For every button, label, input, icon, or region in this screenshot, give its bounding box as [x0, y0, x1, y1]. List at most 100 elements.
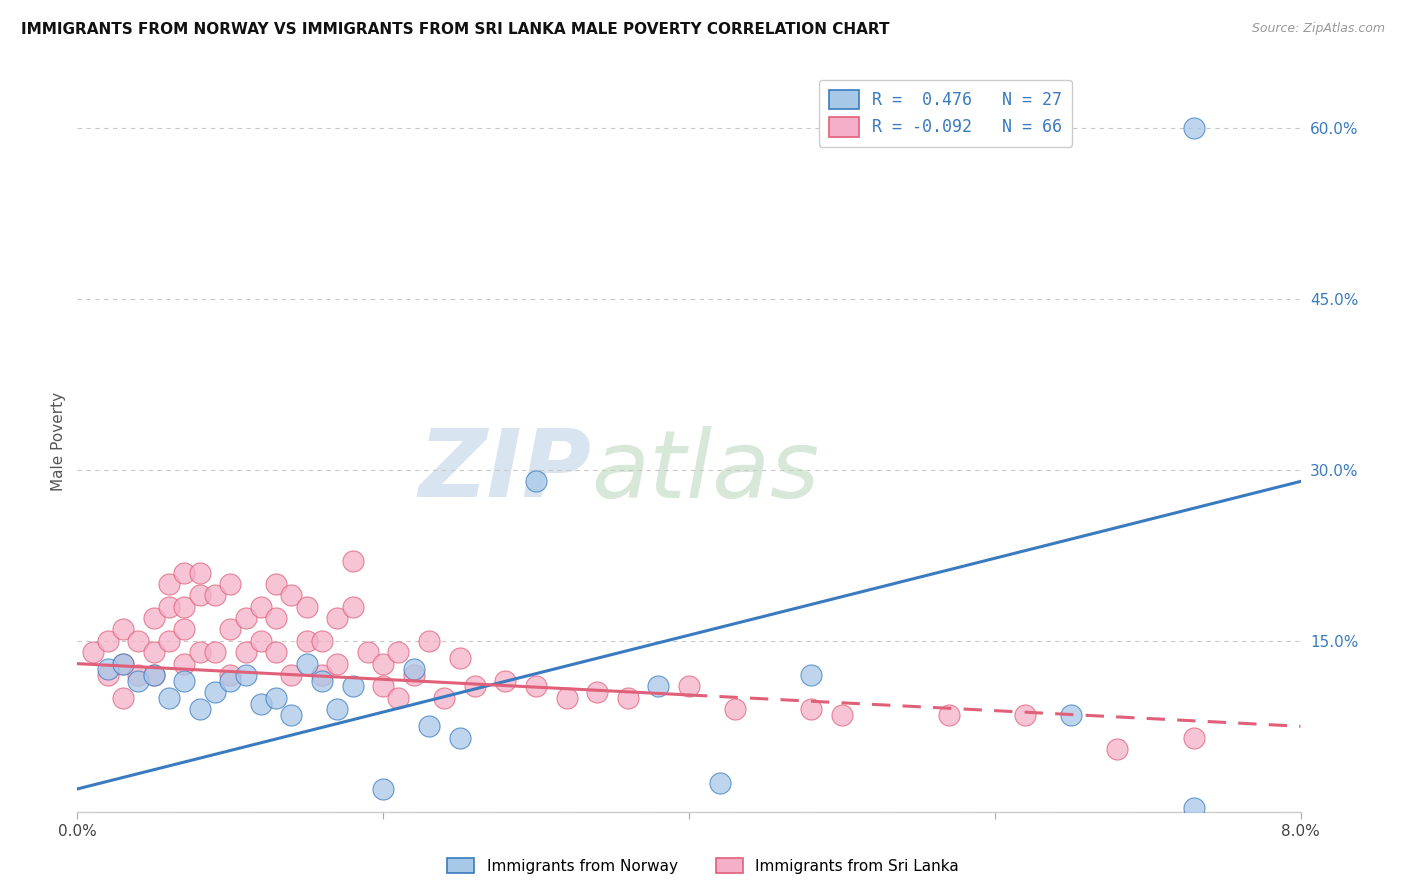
- Point: [449, 731, 471, 745]
- Point: [387, 645, 409, 659]
- Point: [524, 475, 547, 489]
- Point: [800, 668, 823, 682]
- Point: [402, 662, 425, 676]
- Point: [188, 566, 211, 580]
- Point: [295, 599, 318, 614]
- Legend: Immigrants from Norway, Immigrants from Sri Lanka: Immigrants from Norway, Immigrants from …: [440, 852, 966, 880]
- Point: [219, 577, 242, 591]
- Point: [97, 633, 120, 648]
- Point: [1060, 707, 1083, 722]
- Point: [1014, 707, 1036, 722]
- Point: [617, 690, 640, 705]
- Point: [204, 645, 226, 659]
- Legend: R =  0.476   N = 27, R = -0.092   N = 66: R = 0.476 N = 27, R = -0.092 N = 66: [818, 79, 1071, 146]
- Point: [188, 645, 211, 659]
- Point: [524, 680, 547, 694]
- Point: [235, 668, 257, 682]
- Point: [188, 702, 211, 716]
- Point: [938, 707, 960, 722]
- Point: [128, 673, 150, 688]
- Point: [142, 668, 165, 682]
- Point: [831, 707, 853, 722]
- Point: [250, 633, 273, 648]
- Point: [1182, 801, 1205, 815]
- Y-axis label: Male Poverty: Male Poverty: [51, 392, 66, 491]
- Point: [311, 668, 333, 682]
- Point: [204, 588, 226, 602]
- Point: [280, 707, 302, 722]
- Point: [371, 657, 394, 671]
- Point: [112, 657, 135, 671]
- Point: [142, 645, 165, 659]
- Point: [418, 633, 440, 648]
- Text: Source: ZipAtlas.com: Source: ZipAtlas.com: [1251, 22, 1385, 36]
- Point: [128, 668, 150, 682]
- Point: [371, 781, 394, 796]
- Point: [173, 566, 195, 580]
- Point: [800, 702, 823, 716]
- Point: [188, 588, 211, 602]
- Point: [357, 645, 380, 659]
- Text: IMMIGRANTS FROM NORWAY VS IMMIGRANTS FROM SRI LANKA MALE POVERTY CORRELATION CHA: IMMIGRANTS FROM NORWAY VS IMMIGRANTS FRO…: [21, 22, 890, 37]
- Point: [250, 697, 273, 711]
- Point: [433, 690, 456, 705]
- Point: [295, 657, 318, 671]
- Point: [1182, 121, 1205, 136]
- Point: [724, 702, 747, 716]
- Point: [495, 673, 517, 688]
- Point: [326, 702, 349, 716]
- Point: [555, 690, 578, 705]
- Point: [173, 673, 195, 688]
- Point: [387, 690, 409, 705]
- Point: [311, 673, 333, 688]
- Point: [280, 668, 302, 682]
- Point: [264, 690, 287, 705]
- Point: [647, 680, 669, 694]
- Point: [112, 657, 135, 671]
- Point: [342, 554, 364, 568]
- Point: [586, 685, 609, 699]
- Point: [326, 657, 349, 671]
- Point: [678, 680, 700, 694]
- Point: [464, 680, 486, 694]
- Point: [342, 680, 364, 694]
- Point: [264, 577, 287, 591]
- Point: [219, 673, 242, 688]
- Point: [112, 623, 135, 637]
- Point: [250, 599, 273, 614]
- Point: [371, 680, 394, 694]
- Point: [97, 662, 120, 676]
- Point: [219, 623, 242, 637]
- Point: [418, 719, 440, 733]
- Point: [142, 668, 165, 682]
- Point: [295, 633, 318, 648]
- Point: [112, 690, 135, 705]
- Point: [311, 633, 333, 648]
- Point: [235, 611, 257, 625]
- Point: [82, 645, 104, 659]
- Point: [173, 623, 195, 637]
- Point: [157, 599, 180, 614]
- Point: [173, 657, 195, 671]
- Point: [219, 668, 242, 682]
- Point: [204, 685, 226, 699]
- Point: [342, 599, 364, 614]
- Text: ZIP: ZIP: [418, 425, 591, 517]
- Point: [128, 633, 150, 648]
- Point: [709, 776, 731, 790]
- Point: [97, 668, 120, 682]
- Point: [264, 645, 287, 659]
- Point: [1182, 731, 1205, 745]
- Point: [235, 645, 257, 659]
- Point: [157, 577, 180, 591]
- Point: [157, 690, 180, 705]
- Text: atlas: atlas: [591, 425, 820, 516]
- Point: [264, 611, 287, 625]
- Point: [326, 611, 349, 625]
- Point: [142, 611, 165, 625]
- Point: [449, 651, 471, 665]
- Point: [157, 633, 180, 648]
- Point: [173, 599, 195, 614]
- Point: [402, 668, 425, 682]
- Point: [1107, 742, 1129, 756]
